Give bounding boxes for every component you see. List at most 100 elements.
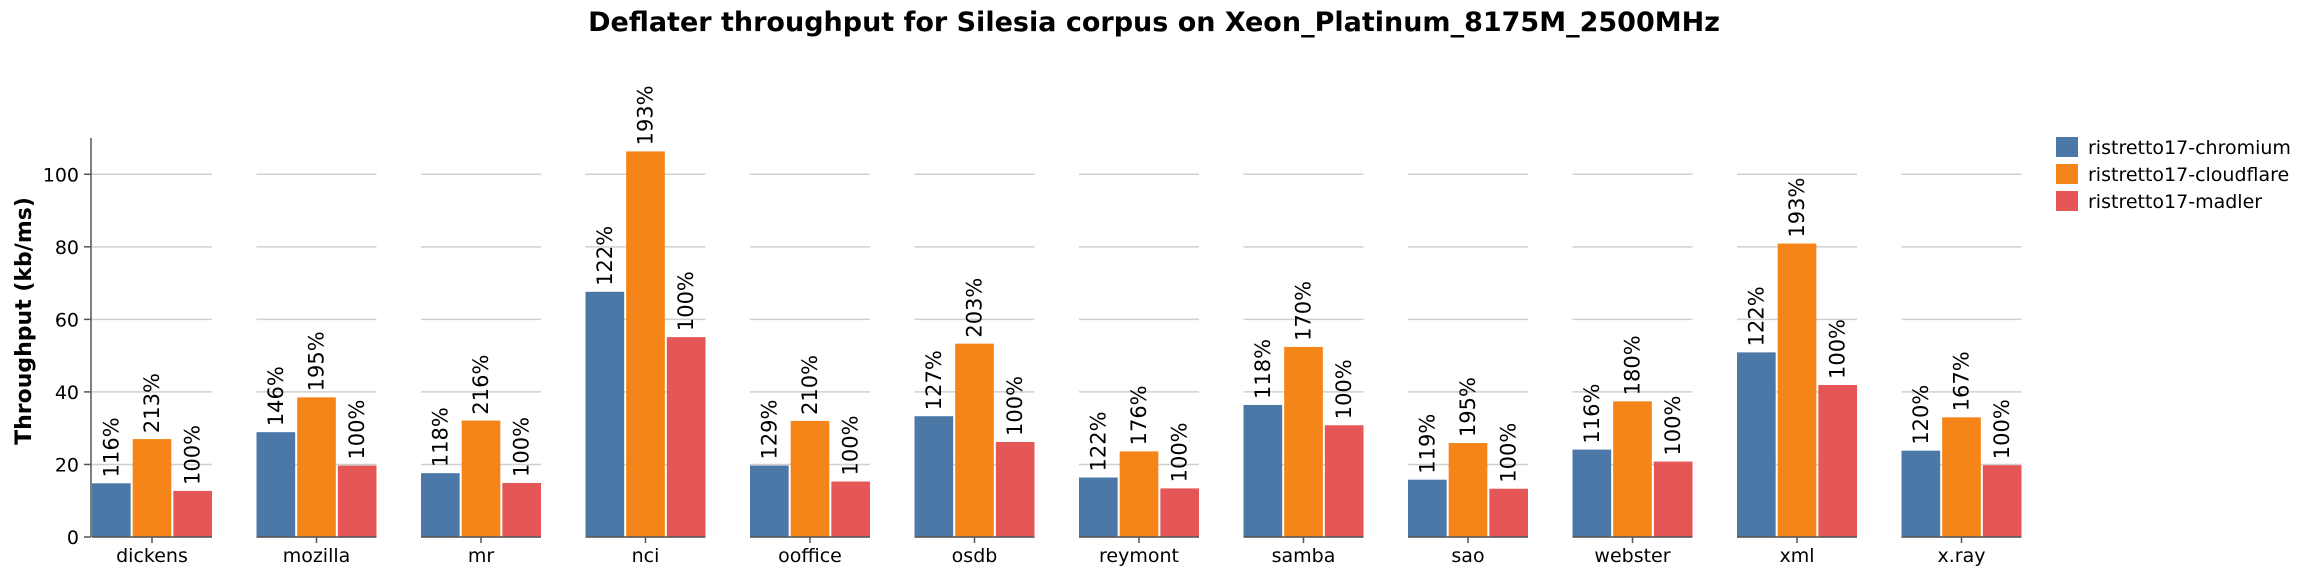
- data-label: 116%: [99, 417, 123, 477]
- x-tick-label: samba: [1272, 545, 1336, 567]
- bar-sao-ristretto17-madler: [1489, 488, 1528, 537]
- data-label: 100%: [1168, 422, 1192, 482]
- data-label: 210%: [798, 355, 822, 415]
- data-label: 127%: [922, 350, 946, 410]
- data-label: 100%: [1990, 399, 2014, 459]
- bar-mr-ristretto17-madler: [502, 482, 541, 537]
- data-label: 100%: [1332, 359, 1356, 419]
- data-label: 100%: [839, 415, 863, 475]
- y-axis-label: Throughput (kb/ms): [12, 197, 37, 445]
- x-tick-label: xml: [1779, 545, 1814, 567]
- data-label: 216%: [469, 355, 493, 415]
- legend: ristretto17-chromium ristretto17-cloudfla…: [2056, 137, 2291, 213]
- data-label: 146%: [264, 366, 288, 426]
- x-tick-label: reymont: [1099, 545, 1179, 567]
- bar-mr-ristretto17-cloudflare: [461, 420, 501, 537]
- x-tick-label: mozilla: [283, 545, 351, 567]
- bar-dickens-ristretto17-madler: [173, 490, 212, 537]
- x-tick-label: sao: [1451, 545, 1484, 567]
- data-label: 100%: [345, 399, 369, 459]
- data-label: 100%: [510, 417, 534, 477]
- data-label: 119%: [1415, 414, 1439, 474]
- x-tick-label: ooffice: [778, 545, 842, 567]
- legend-label: ristretto17-chromium: [2088, 137, 2291, 159]
- data-label: 180%: [1621, 335, 1645, 395]
- x-tick-label: dickens: [116, 545, 188, 567]
- data-label: 213%: [140, 373, 164, 433]
- data-label: 118%: [428, 407, 452, 467]
- data-label: 100%: [1003, 376, 1027, 436]
- bar-mr-ristretto17-chromium: [421, 473, 460, 537]
- bar-webster-ristretto17-madler: [1653, 461, 1693, 537]
- chart-title: Deflater throughput for Silesia corpus o…: [588, 7, 1720, 38]
- data-label: 100%: [1826, 319, 1850, 379]
- bar-xml-ristretto17-madler: [1818, 385, 1857, 537]
- data-label: 170%: [1292, 281, 1316, 341]
- data-label: 176%: [1127, 385, 1151, 445]
- bar-sao-ristretto17-cloudflare: [1448, 443, 1488, 537]
- bar-samba-ristretto17-madler: [1324, 425, 1364, 537]
- bar-mozilla-ristretto17-cloudflare: [297, 397, 336, 537]
- data-label: 195%: [1456, 377, 1480, 437]
- y-axis-ticks: 0 20 40 60 80 100: [43, 164, 91, 549]
- data-label: 118%: [1251, 339, 1275, 399]
- bar-ooffice-ristretto17-chromium: [750, 465, 789, 537]
- bar-mozilla-ristretto17-madler: [337, 465, 377, 537]
- x-tick-label: nci: [632, 545, 660, 567]
- legend-swatch: [2056, 137, 2078, 157]
- bar-mozilla-ristretto17-chromium: [256, 432, 296, 537]
- bar-x.ray-ristretto17-madler: [1982, 465, 2022, 537]
- data-label: 122%: [1744, 286, 1768, 346]
- bar-dickens-ristretto17-chromium: [92, 483, 131, 537]
- gridlines: [92, 173, 2022, 538]
- bars: [92, 151, 2022, 538]
- data-label: 122%: [1086, 411, 1110, 471]
- bar-reymont-ristretto17-chromium: [1079, 477, 1118, 537]
- bar-nci-ristretto17-madler: [666, 337, 706, 537]
- x-tick-label: mr: [468, 545, 495, 567]
- x-axis-ticks: dickens mozilla mr nci ooffice osdb reymont sam…: [92, 536, 2022, 567]
- y-tick-label: 20: [55, 454, 79, 476]
- data-label: 193%: [634, 85, 658, 145]
- bar-samba-ristretto17-chromium: [1243, 404, 1283, 537]
- bar-nci-ristretto17-cloudflare: [626, 151, 665, 538]
- bar-webster-ristretto17-chromium: [1572, 449, 1612, 537]
- bar-x.ray-ristretto17-chromium: [1901, 450, 1941, 537]
- bar-samba-ristretto17-cloudflare: [1284, 346, 1323, 537]
- bar-webster-ristretto17-cloudflare: [1613, 401, 1652, 537]
- bar-xml-ristretto17-chromium: [1737, 352, 1776, 537]
- data-label: 195%: [305, 331, 329, 391]
- y-tick-label: 100: [43, 164, 79, 186]
- bar-sao-ristretto17-chromium: [1408, 479, 1447, 537]
- legend-label: ristretto17-madler: [2088, 191, 2262, 213]
- bar-dickens-ristretto17-cloudflare: [132, 439, 172, 537]
- data-labels: 116% 213% 100% 146% 195% 100% 118% 216% 100% 122%…: [99, 85, 2014, 485]
- x-tick-label: webster: [1594, 545, 1670, 567]
- data-label: 100%: [674, 271, 698, 331]
- data-label: 100%: [181, 425, 205, 485]
- x-tick-label: x.ray: [1938, 545, 1986, 567]
- bar-reymont-ristretto17-cloudflare: [1119, 451, 1159, 537]
- data-label: 100%: [1661, 396, 1685, 456]
- x-tick-label: osdb: [952, 545, 998, 567]
- bar-nci-ristretto17-chromium: [585, 291, 625, 537]
- data-label: 100%: [1497, 423, 1521, 483]
- data-label: 167%: [1950, 351, 1974, 411]
- bar-ooffice-ristretto17-madler: [831, 481, 870, 537]
- bar-osdb-ristretto17-madler: [995, 441, 1035, 537]
- data-label: 203%: [963, 278, 987, 338]
- data-label: 129%: [757, 399, 781, 459]
- data-label: 120%: [1909, 385, 1933, 445]
- y-tick-label: 60: [55, 309, 79, 331]
- bar-x.ray-ristretto17-cloudflare: [1942, 417, 1981, 537]
- bar-osdb-ristretto17-cloudflare: [955, 343, 994, 537]
- legend-label: ristretto17-cloudflare: [2088, 164, 2289, 186]
- y-tick-label: 80: [55, 237, 79, 259]
- bar-reymont-ristretto17-madler: [1160, 488, 1199, 537]
- y-tick-label: 40: [55, 382, 79, 404]
- y-tick-label: 0: [67, 527, 79, 549]
- legend-swatch: [2056, 164, 2078, 184]
- data-label: 116%: [1580, 384, 1604, 444]
- data-label: 193%: [1785, 178, 1809, 238]
